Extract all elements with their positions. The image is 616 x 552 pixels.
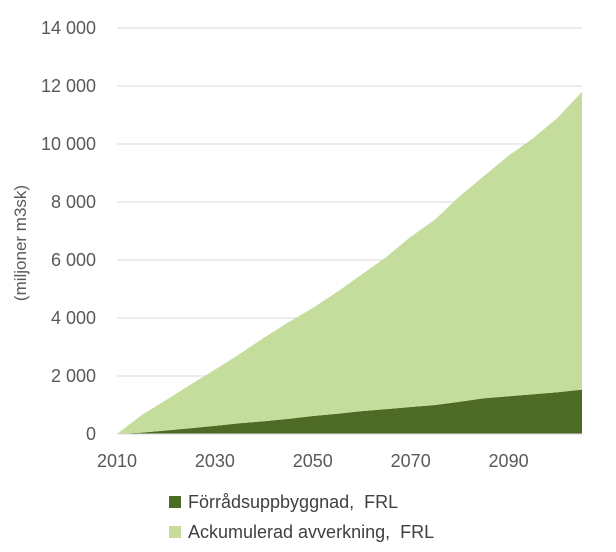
x-tick-label: 2050 xyxy=(293,451,333,471)
plot-area xyxy=(117,91,582,435)
x-tick-label: 2070 xyxy=(391,451,431,471)
legend-label-2: Ackumulerad avverkning, FRL xyxy=(188,522,434,542)
y-tick-label: 12 000 xyxy=(41,76,96,96)
y-tick-label: 10 000 xyxy=(41,134,96,154)
y-tick-label: 2 000 xyxy=(51,366,96,386)
legend-label-1: Förrådsuppbyggnad, FRL xyxy=(188,492,398,512)
y-tick-label: 4 000 xyxy=(51,308,96,328)
x-tick-label: 2030 xyxy=(195,451,235,471)
series-area-1 xyxy=(117,389,582,434)
gridlines xyxy=(117,27,582,377)
x-tick-label: 2090 xyxy=(489,451,529,471)
y-tick-label: 8 000 xyxy=(51,192,96,212)
y-tick-label: 6 000 xyxy=(51,250,96,270)
legend: Förrådsuppbyggnad, FRL Ackumulerad avverk… xyxy=(169,492,434,542)
y-tick-label: 14 000 xyxy=(41,18,96,38)
legend-swatch-1 xyxy=(169,496,181,508)
x-tick-label: 2010 xyxy=(97,451,137,471)
legend-swatch-2 xyxy=(169,526,181,538)
series-area-2 xyxy=(117,91,582,435)
y-axis-title: (miljoner m3sk) xyxy=(11,185,30,301)
axes: 0 2 000 4 000 6 000 8 000 10 000 12 000 14 000 2… xyxy=(41,18,582,471)
y-tick-label: 0 xyxy=(86,424,96,444)
